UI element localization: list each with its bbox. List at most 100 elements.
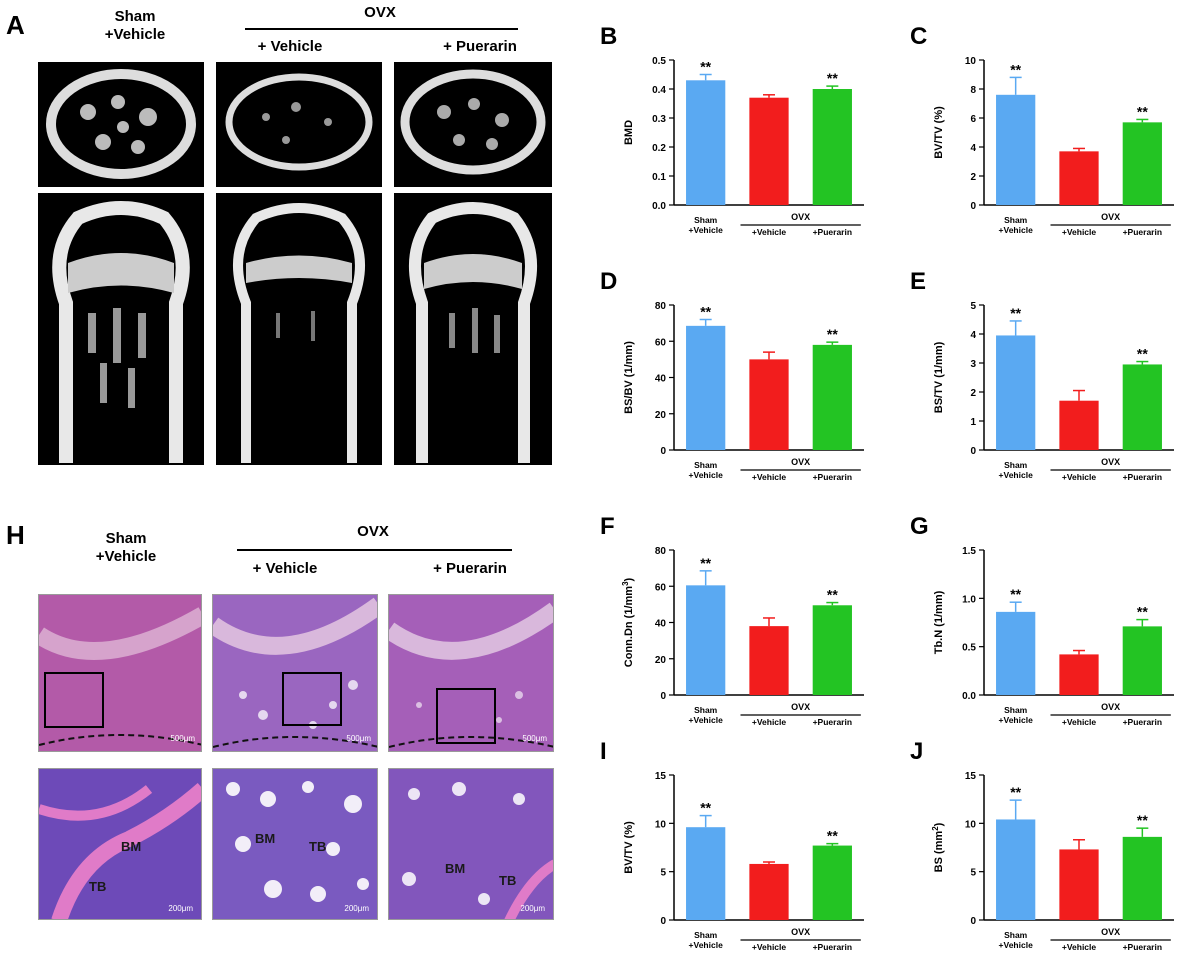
x-category-label: +Puerarin: [813, 942, 852, 952]
significance-label: **: [827, 326, 838, 342]
y-tick-label: 80: [655, 301, 667, 312]
ovx-group-label: OVX: [1101, 927, 1120, 937]
scale-bar-label: 500μm: [522, 734, 547, 743]
ovx-group-label: OVX: [791, 702, 810, 712]
y-tick-label: 4: [970, 143, 976, 154]
bar-ovx-vehicle: [749, 97, 789, 205]
ovx-group-label: OVX: [791, 212, 810, 222]
microct-group-vehicle: + Vehicle: [257, 38, 323, 55]
histology-group-sham: Sham +Vehicle: [95, 530, 157, 565]
y-tick-label: 20: [655, 410, 667, 421]
significance-label: **: [1137, 103, 1148, 119]
bar-sham-vehicle: [686, 827, 726, 920]
x-category-label: +Puerarin: [813, 472, 852, 482]
y-tick-label: 5: [970, 868, 976, 879]
bar-sham-vehicle: [686, 325, 726, 450]
bar-chart-g: G0.00.51.01.5Tb.N (1/mm) ****Sham+Vehicle…: [910, 513, 1174, 727]
scale-bar-label: 200μm: [344, 904, 369, 913]
bar-ovx-puerarin: [812, 605, 852, 695]
y-axis-label: Conn.Dn (1/mm3): [621, 577, 636, 667]
significance-label: **: [1137, 346, 1148, 362]
x-category-label: +Vehicle: [689, 940, 724, 950]
microct-transverse-puerarin: [394, 62, 552, 187]
bm-label: BM: [445, 861, 466, 876]
tb-label: TB: [309, 839, 327, 854]
panel-letter: D: [600, 268, 617, 295]
microct-transverse-sham: [38, 62, 204, 187]
panel-letter: G: [910, 513, 929, 540]
panel-letter: F: [600, 513, 615, 540]
bar-sham-vehicle: [686, 80, 726, 205]
bar-ovx-vehicle: [1059, 654, 1099, 695]
y-tick-label: 0.0: [652, 201, 666, 212]
bar-ovx-vehicle: [1059, 151, 1099, 205]
y-tick-label: 6: [970, 114, 976, 125]
y-tick-label: 0.2: [652, 143, 666, 154]
y-tick-label: 60: [655, 337, 667, 348]
histology-lowmag-vehicle: 500μm: [212, 594, 378, 752]
microct-transverse-vehicle: [216, 62, 382, 187]
ovx-group-label: OVX: [791, 457, 810, 467]
y-axis-label: Tb.N (1/mm): [933, 590, 945, 654]
x-category-label: Sham: [694, 215, 718, 225]
bar-sham-vehicle: [996, 335, 1036, 450]
x-category-label: Sham: [1004, 460, 1028, 470]
y-tick-label: 1: [970, 417, 976, 428]
histology-group-vehicle: + Vehicle: [252, 560, 318, 577]
x-category-label: +Vehicle: [689, 470, 724, 480]
bar-sham-vehicle: [996, 611, 1036, 695]
x-category-label: +Vehicle: [689, 225, 724, 235]
significance-label: **: [1137, 812, 1148, 828]
y-tick-label: 0.5: [652, 56, 666, 67]
y-tick-label: 0.5: [962, 643, 976, 654]
panel-letter: C: [910, 23, 927, 50]
significance-label: **: [1010, 586, 1021, 602]
panel-letter-a: A: [6, 10, 25, 40]
y-axis-label: BMD: [623, 120, 635, 145]
y-tick-label: 8: [970, 85, 976, 96]
x-category-label: +Vehicle: [999, 470, 1034, 480]
bm-label: BM: [121, 839, 142, 854]
bar-ovx-vehicle: [1059, 849, 1099, 920]
y-tick-label: 2: [970, 388, 976, 399]
y-tick-label: 0: [660, 691, 666, 702]
bar-ovx-vehicle: [749, 863, 789, 920]
bar-ovx-puerarin: [812, 845, 852, 920]
significance-label: **: [1010, 61, 1021, 77]
y-tick-label: 40: [655, 619, 667, 630]
x-category-label: +Vehicle: [1062, 227, 1097, 237]
x-category-label: +Vehicle: [1062, 472, 1097, 482]
y-tick-label: 0.0: [962, 691, 976, 702]
panel-letter: J: [910, 738, 923, 765]
bar-ovx-puerarin: [1122, 836, 1162, 920]
ovx-group-label: OVX: [791, 927, 810, 937]
x-category-label: +Vehicle: [999, 940, 1034, 950]
y-axis-label: BS/BV (1/mm): [623, 341, 635, 414]
panel-letter: B: [600, 23, 617, 50]
bar-sham-vehicle: [996, 819, 1036, 920]
microct-ovx-bracket: [245, 28, 518, 30]
bar-ovx-puerarin: [1122, 626, 1162, 695]
x-category-label: Sham: [694, 705, 718, 715]
scale-bar-label: 500μm: [346, 734, 371, 743]
x-category-label: Sham: [1004, 705, 1028, 715]
ovx-group-label: OVX: [1101, 702, 1120, 712]
significance-label: **: [827, 587, 838, 603]
significance-label: **: [700, 304, 711, 320]
y-tick-label: 0: [660, 446, 666, 457]
x-category-label: +Vehicle: [1062, 717, 1097, 727]
y-tick-label: 3: [970, 359, 976, 370]
bar-ovx-puerarin: [812, 89, 852, 205]
x-category-label: +Vehicle: [689, 715, 724, 725]
x-category-label: +Vehicle: [999, 715, 1034, 725]
significance-label: **: [700, 555, 711, 571]
x-category-label: +Vehicle: [1062, 942, 1097, 952]
x-category-label: Sham: [1004, 215, 1028, 225]
y-tick-label: 10: [965, 56, 977, 67]
bar-sham-vehicle: [686, 585, 726, 695]
